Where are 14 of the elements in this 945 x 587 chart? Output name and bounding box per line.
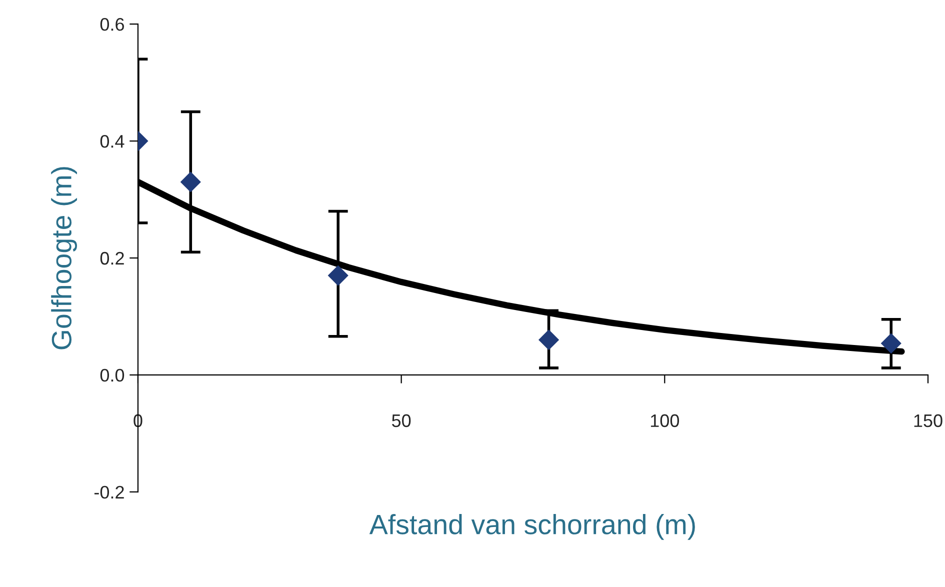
point [180,172,201,192]
x-axis-title: Afstand van schorrand (m) [369,514,695,540]
x-tick-label: 150 [914,414,942,428]
y-tick-label: 0.2 [100,252,124,265]
point [880,333,902,354]
y-tick-label: -0.2 [94,486,124,499]
point [538,330,560,350]
y-axis-title: Golfhoogte (m) [51,167,77,350]
y-tick-label: 0.6 [100,18,124,31]
y-tick-label: 0.0 [100,368,124,382]
x-tick-label: 50 [392,414,411,428]
x-tick-label: 100 [650,414,680,428]
point [328,265,348,286]
y-tick-label: 0.4 [100,134,124,148]
